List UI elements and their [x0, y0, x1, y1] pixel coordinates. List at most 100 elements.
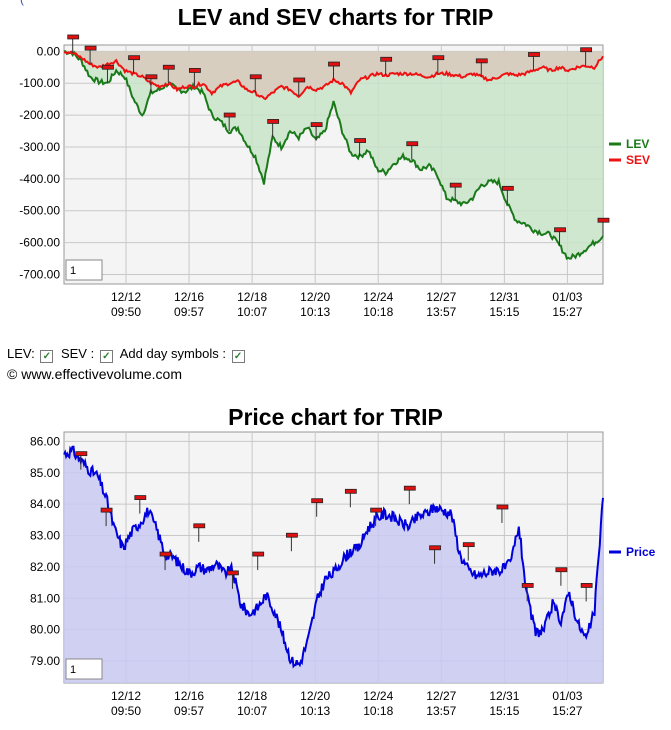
day-marker	[344, 488, 357, 494]
series-line-price	[63, 445, 604, 669]
y-tick-label: -700.00	[19, 267, 60, 281]
day-marker	[449, 182, 462, 188]
y-tick-label: 81.00	[30, 591, 60, 605]
series-line-lev	[63, 50, 604, 261]
day-marker	[521, 583, 534, 588]
x-tick-date: 12/12	[111, 689, 141, 703]
y-tick-label: 80.00	[30, 623, 60, 637]
series-fill-price	[64, 446, 603, 683]
day-marker	[597, 217, 610, 223]
x-tick-time: 09:57	[174, 305, 204, 319]
day-marker	[75, 451, 88, 457]
zoom-input	[65, 259, 103, 281]
x-tick-date: 12/18	[237, 689, 267, 703]
x-tick-time: 10:18	[363, 704, 393, 718]
day-marker	[285, 532, 298, 538]
day-marker	[67, 34, 80, 40]
day-marker	[102, 64, 114, 70]
day-marker	[193, 523, 206, 529]
day-marker	[267, 119, 280, 124]
x-tick-time: 09:50	[111, 704, 141, 718]
x-tick-date: 12/16	[174, 689, 204, 703]
day-marker	[100, 507, 113, 513]
x-tick-date: 12/24	[363, 290, 393, 304]
x-tick-time: 13:57	[426, 704, 456, 718]
x-tick-date: 12/20	[300, 689, 330, 703]
price-chart-title: Price chart for TRIP	[228, 404, 443, 430]
x-tick-time: 10:13	[300, 305, 330, 319]
y-tick-label: 86.00	[30, 434, 60, 448]
x-tick-date: 12/16	[174, 290, 204, 304]
y-tick-label: -400.00	[19, 172, 60, 186]
day-marker	[249, 74, 262, 80]
sev-toggle-label: SEV :	[60, 346, 95, 361]
y-tick-label: 79.00	[30, 654, 60, 668]
day-marker	[310, 122, 323, 127]
x-tick-date: 12/12	[111, 290, 141, 304]
x-tick-time: 10:13	[300, 704, 330, 718]
lev-sev-chart-title: LEV and SEV charts for TRIP	[177, 4, 494, 30]
day-marker	[145, 74, 158, 80]
copyright-link[interactable]: © www.effectivevolume.com	[7, 366, 183, 382]
x-tick-date: 12/27	[426, 689, 456, 703]
y-tick-label: -200.00	[19, 108, 60, 122]
lev-checkbox[interactable]: ✓	[40, 350, 54, 363]
x-tick-date: 12/31	[489, 290, 519, 304]
zoom-input-value: 1	[70, 664, 76, 676]
series-fill-lev	[64, 51, 603, 259]
y-tick-label: 0.00	[37, 44, 61, 58]
day-marker	[227, 570, 239, 576]
day-marker	[496, 504, 509, 510]
day-marker	[403, 485, 416, 491]
y-tick-label: -600.00	[19, 236, 60, 250]
day-marker	[555, 567, 568, 573]
day-marker	[159, 551, 172, 557]
day-marker	[223, 112, 236, 118]
day-marker	[554, 227, 566, 233]
day-marker	[84, 45, 97, 51]
y-tick-label: -100.00	[19, 76, 60, 90]
y-tick-label: -300.00	[19, 140, 60, 154]
day-marker	[528, 52, 540, 57]
y-tick-label: 84.00	[30, 497, 60, 511]
top-cut-text: (	[20, 0, 24, 6]
x-tick-date: 12/18	[237, 290, 267, 304]
day-marker	[252, 551, 265, 557]
lev-toggle-label: LEV:	[7, 346, 35, 361]
day-symbols-checkbox[interactable]: ✓	[231, 350, 245, 363]
legend-label-sev: SEV	[626, 153, 650, 167]
legend-label-price: Price	[626, 545, 656, 559]
day-marker	[189, 68, 201, 73]
x-tick-time: 10:07	[237, 305, 267, 319]
day-marker	[429, 545, 441, 551]
toggle-row: LEV: ✓ SEV : ✓ Add day symbols : ✓	[7, 346, 249, 363]
x-tick-date: 12/31	[489, 689, 519, 703]
x-tick-time: 13:57	[426, 305, 456, 319]
day-marker	[475, 58, 488, 64]
day-marker	[370, 507, 383, 513]
x-tick-time: 10:18	[363, 305, 393, 319]
day-symbols-toggle-label: Add day symbols :	[119, 346, 226, 361]
sev-checkbox[interactable]: ✓	[99, 350, 113, 363]
day-marker	[354, 138, 366, 143]
day-marker	[406, 141, 419, 147]
x-tick-time: 15:15	[489, 704, 519, 718]
x-tick-date: 01/03	[552, 290, 582, 304]
day-marker	[580, 47, 593, 53]
legend-label-lev: LEV	[626, 137, 649, 151]
zoom-input	[65, 658, 103, 680]
y-tick-label: -500.00	[19, 204, 60, 218]
day-marker	[293, 77, 306, 83]
y-tick-label: 85.00	[30, 466, 60, 480]
x-tick-date: 12/20	[300, 290, 330, 304]
x-tick-time: 09:57	[174, 704, 204, 718]
y-tick-label: 83.00	[30, 529, 60, 543]
day-marker	[501, 185, 514, 191]
x-tick-date: 12/27	[426, 290, 456, 304]
day-marker	[432, 55, 445, 61]
day-marker	[134, 495, 147, 500]
day-marker	[580, 583, 593, 588]
x-tick-date: 01/03	[552, 689, 582, 703]
